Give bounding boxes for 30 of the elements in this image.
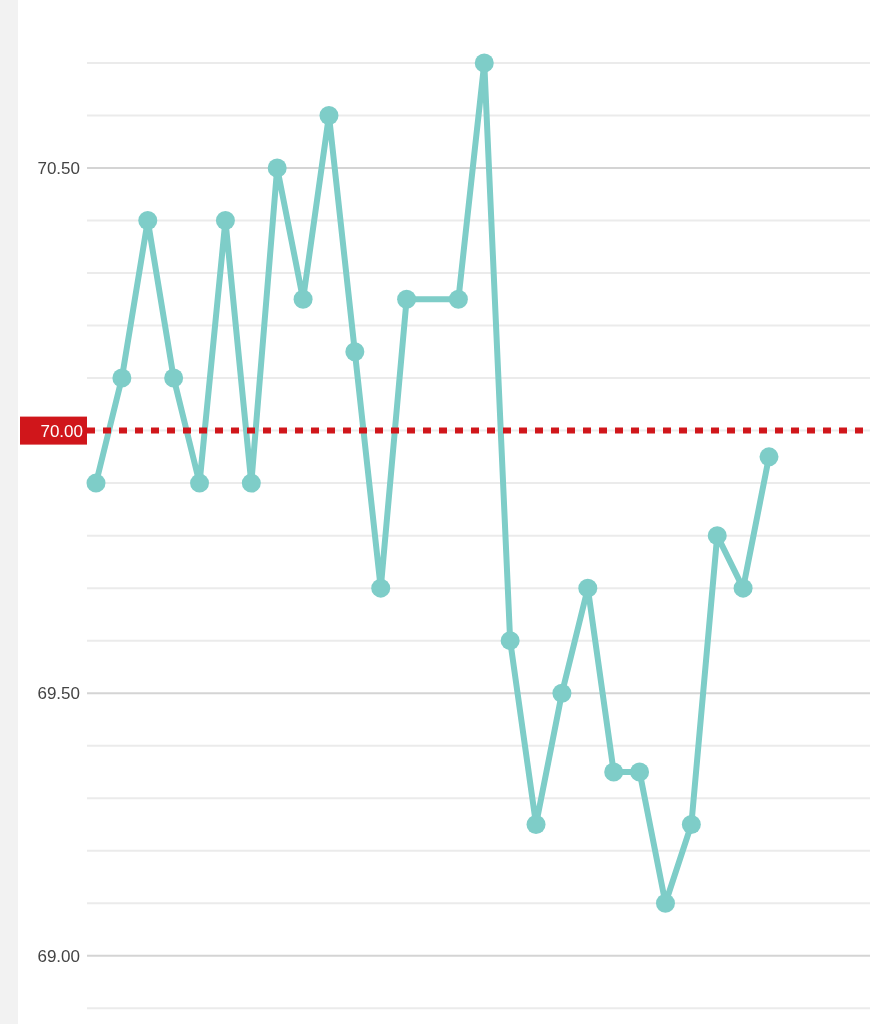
point: [164, 368, 184, 388]
point: [397, 289, 417, 309]
point: [604, 762, 624, 782]
point: [241, 473, 261, 493]
y-tick-label: 69.00: [37, 946, 80, 966]
point: [190, 473, 210, 493]
ref-line-label: 70.00: [40, 421, 83, 441]
point: [267, 158, 287, 178]
point: [630, 762, 650, 782]
point: [293, 289, 313, 309]
point: [215, 211, 235, 231]
point: [500, 631, 520, 651]
y-tick-label: 70.50: [37, 158, 80, 178]
point: [707, 526, 727, 546]
point: [371, 578, 391, 598]
point: [474, 53, 494, 73]
point: [112, 368, 132, 388]
point: [733, 578, 753, 598]
point: [655, 893, 675, 913]
point: [578, 578, 598, 598]
y-tick-label: 69.50: [37, 684, 80, 704]
point: [319, 106, 339, 126]
point: [86, 473, 106, 493]
point: [552, 683, 572, 703]
point: [138, 211, 158, 231]
point: [681, 814, 701, 834]
point: [345, 342, 365, 362]
point: [759, 447, 779, 467]
point: [526, 814, 546, 834]
point: [448, 289, 468, 309]
